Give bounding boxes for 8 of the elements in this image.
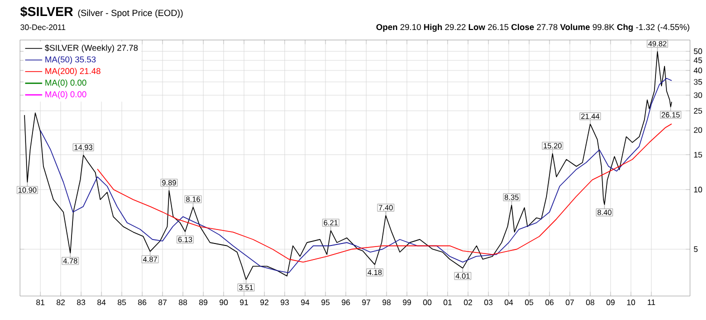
legend-label: MA(50) 35.53 <box>45 56 96 64</box>
text: Open 29.10 High 29.22 Low 26.15 Close 27.78 Volume 99.8K Chg -1.32 (-4.55%) <box>376 24 690 32</box>
legend-label: MA(0) 0.00 <box>45 91 86 99</box>
legend-label: MA(200) 21.48 <box>45 68 100 76</box>
legend-label: MA(0) 0.00 <box>45 79 86 88</box>
legend-label: $SILVER (Weekly) 27.78 <box>44 44 138 52</box>
chart-subtitle: (Silver - Spot Price (EOD)) <box>78 9 183 18</box>
chart-title: $SILVER <box>20 6 73 17</box>
